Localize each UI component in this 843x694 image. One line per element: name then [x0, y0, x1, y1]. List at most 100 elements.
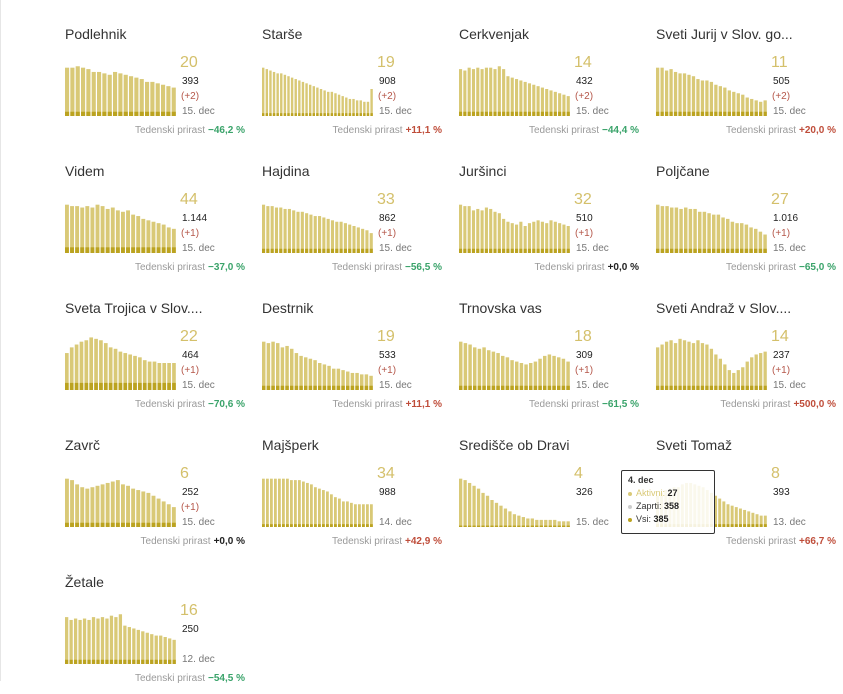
- active-cases-bar[interactable]: [356, 227, 360, 253]
- active-cases-bar[interactable]: [294, 79, 297, 116]
- active-cases-bar[interactable]: [309, 214, 313, 253]
- active-cases-bar[interactable]: [147, 361, 152, 390]
- active-cases-bar[interactable]: [270, 478, 273, 527]
- active-cases-bar[interactable]: [348, 224, 352, 253]
- cases-bar-chart[interactable]: [656, 62, 768, 116]
- active-cases-bar[interactable]: [118, 351, 123, 390]
- active-cases-bar[interactable]: [172, 363, 176, 390]
- active-cases-bar[interactable]: [282, 478, 285, 527]
- active-cases-bar[interactable]: [323, 90, 326, 116]
- cases-bar-chart[interactable]: [262, 473, 374, 527]
- active-cases-bar[interactable]: [80, 487, 85, 527]
- municipality-card[interactable]: Poljčane 27 1.016 (+1) 15. dec Tedenski prira…: [656, 163, 836, 283]
- active-cases-bar[interactable]: [91, 71, 96, 116]
- active-cases-bar[interactable]: [262, 67, 265, 116]
- active-cases-bar[interactable]: [496, 353, 500, 390]
- cases-bar-chart[interactable]: [262, 199, 374, 253]
- active-cases-bar[interactable]: [684, 207, 688, 253]
- active-cases-bar[interactable]: [751, 512, 755, 527]
- active-cases-bar[interactable]: [561, 358, 566, 390]
- active-cases-bar[interactable]: [562, 94, 566, 116]
- active-cases-bar[interactable]: [476, 208, 480, 253]
- active-cases-bar[interactable]: [505, 357, 510, 390]
- active-cases-bar[interactable]: [306, 482, 309, 527]
- active-cases-bar[interactable]: [74, 344, 79, 390]
- cases-bar-chart[interactable]: [65, 610, 177, 664]
- active-cases-bar[interactable]: [723, 364, 727, 390]
- active-cases-bar[interactable]: [262, 341, 266, 390]
- active-cases-bar[interactable]: [312, 86, 315, 116]
- active-cases-bar[interactable]: [159, 635, 163, 664]
- active-cases-bar[interactable]: [286, 478, 289, 527]
- active-cases-bar[interactable]: [308, 84, 312, 116]
- active-cases-bar[interactable]: [533, 361, 538, 390]
- active-cases-bar[interactable]: [557, 521, 561, 527]
- active-cases-bar[interactable]: [266, 206, 270, 253]
- active-cases-bar[interactable]: [270, 206, 274, 253]
- active-cases-bar[interactable]: [123, 625, 127, 664]
- active-cases-bar[interactable]: [552, 355, 556, 390]
- active-cases-bar[interactable]: [271, 341, 275, 390]
- active-cases-bar[interactable]: [553, 221, 557, 253]
- active-cases-bar[interactable]: [313, 360, 317, 390]
- active-cases-bar[interactable]: [75, 206, 80, 253]
- active-cases-bar[interactable]: [726, 504, 730, 527]
- active-cases-bar[interactable]: [664, 341, 669, 390]
- active-cases-bar[interactable]: [562, 521, 566, 527]
- active-cases-bar[interactable]: [536, 86, 540, 116]
- active-cases-bar[interactable]: [532, 221, 536, 253]
- active-cases-bar[interactable]: [682, 340, 687, 390]
- active-cases-bar[interactable]: [370, 89, 373, 116]
- active-cases-bar[interactable]: [497, 66, 501, 116]
- active-cases-bar[interactable]: [747, 511, 751, 527]
- active-cases-bar[interactable]: [510, 77, 514, 116]
- active-cases-bar[interactable]: [84, 340, 89, 390]
- active-cases-bar[interactable]: [477, 348, 482, 390]
- active-cases-bar[interactable]: [300, 211, 304, 253]
- active-cases-bar[interactable]: [515, 224, 519, 253]
- active-cases-bar[interactable]: [674, 207, 679, 253]
- active-cases-bar[interactable]: [65, 478, 69, 527]
- active-cases-bar[interactable]: [463, 343, 468, 390]
- active-cases-bar[interactable]: [115, 480, 120, 527]
- active-cases-bar[interactable]: [484, 207, 488, 253]
- active-cases-bar[interactable]: [459, 478, 463, 527]
- active-cases-bar[interactable]: [78, 619, 82, 664]
- active-cases-bar[interactable]: [548, 519, 552, 527]
- active-cases-bar[interactable]: [348, 98, 352, 116]
- active-cases-bar[interactable]: [302, 481, 305, 527]
- active-cases-bar[interactable]: [527, 83, 532, 116]
- active-cases-bar[interactable]: [459, 204, 463, 253]
- active-cases-bar[interactable]: [673, 343, 678, 390]
- active-cases-bar[interactable]: [489, 67, 493, 116]
- active-cases-bar[interactable]: [352, 98, 355, 116]
- cases-bar-chart[interactable]: [656, 199, 768, 253]
- active-cases-bar[interactable]: [94, 338, 98, 390]
- active-cases-bar[interactable]: [366, 101, 370, 116]
- active-cases-bar[interactable]: [95, 485, 100, 527]
- active-cases-bar[interactable]: [485, 495, 490, 527]
- active-cases-bar[interactable]: [656, 347, 660, 390]
- active-cases-bar[interactable]: [113, 348, 118, 390]
- active-cases-bar[interactable]: [364, 374, 369, 390]
- active-cases-bar[interactable]: [352, 226, 356, 253]
- active-cases-bar[interactable]: [700, 80, 705, 116]
- active-cases-bar[interactable]: [558, 223, 562, 253]
- active-cases-bar[interactable]: [162, 363, 167, 390]
- active-cases-bar[interactable]: [152, 361, 157, 390]
- active-cases-bar[interactable]: [532, 84, 536, 116]
- active-cases-bar[interactable]: [736, 370, 740, 390]
- municipality-card[interactable]: Juršinci 32 510 (+1) 15. dec Tedenski prirast…: [459, 163, 639, 283]
- active-cases-bar[interactable]: [131, 488, 136, 527]
- active-cases-bar[interactable]: [517, 515, 521, 527]
- active-cases-bar[interactable]: [693, 208, 697, 253]
- active-cases-bar[interactable]: [489, 208, 493, 253]
- active-cases-bar[interactable]: [272, 71, 276, 116]
- active-cases-bar[interactable]: [265, 69, 269, 116]
- municipality-card[interactable]: Destrnik 19 533 (+1) 15. dec Tedenski prirast…: [262, 300, 442, 420]
- active-cases-bar[interactable]: [334, 497, 337, 527]
- active-cases-bar[interactable]: [95, 204, 100, 253]
- active-cases-bar[interactable]: [759, 353, 763, 390]
- active-cases-bar[interactable]: [749, 227, 753, 253]
